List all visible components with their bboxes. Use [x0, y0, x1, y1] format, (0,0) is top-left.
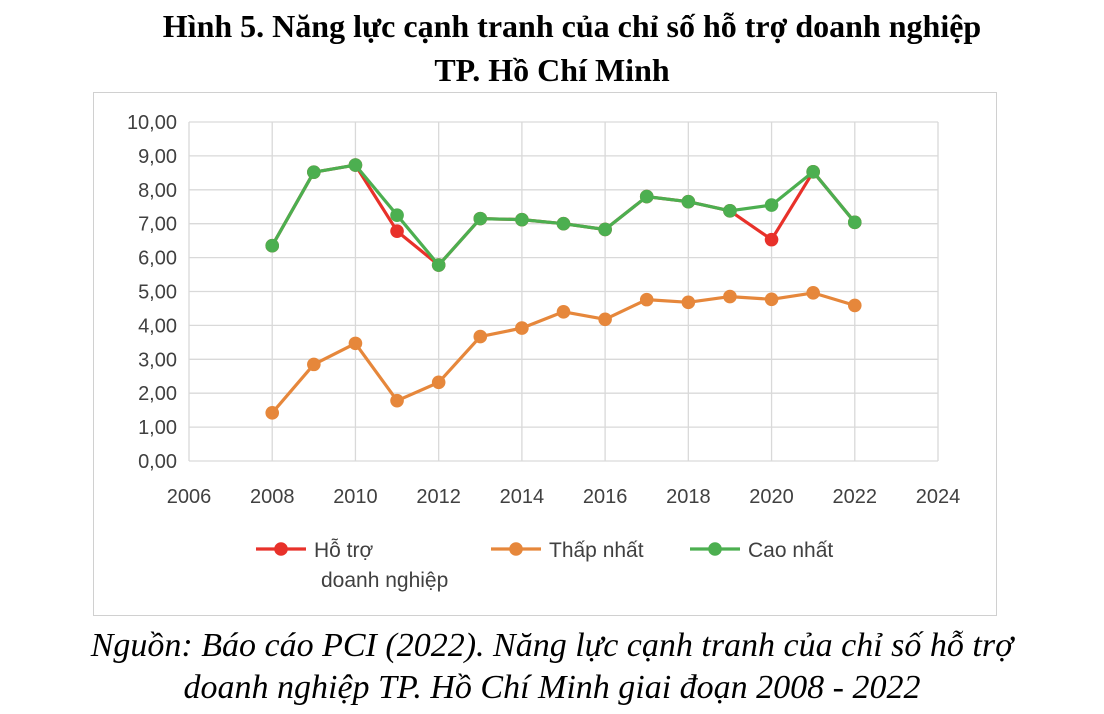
legend-label-0: doanh nghiệp [321, 569, 448, 592]
series-line-2 [270, 163, 857, 267]
series-1-point [806, 286, 820, 300]
series-2-point [806, 165, 820, 179]
chart-title-line2: TP. Hồ Chí Minh [434, 52, 670, 88]
series-2-point [681, 194, 696, 209]
series-2-point [390, 208, 404, 223]
y-tick-label: 2,00 [138, 383, 177, 405]
chart-title-line1: Hình 5. Năng lực cạnh tranh của chỉ số h… [162, 8, 982, 44]
x-tick-label: 2016 [583, 486, 628, 508]
series-2-point [431, 258, 446, 272]
series-1-point [723, 289, 737, 304]
legend-marker-2 [708, 542, 722, 556]
series-2-point [723, 204, 737, 218]
source-note-line2: doanh nghiệp TP. Hồ Chí Minh giai đoạn 2… [183, 669, 921, 706]
series-2-point [348, 158, 363, 172]
x-tick-label: 2022 [833, 486, 878, 508]
series-1-point [598, 312, 612, 327]
series-2-point [473, 211, 488, 226]
x-tick-label: 2020 [749, 486, 794, 508]
series-1-point [431, 375, 446, 390]
series-1-point [556, 305, 571, 319]
legend-label-0: Hỗ trợ [314, 539, 374, 562]
x-tick-label: 2014 [500, 486, 545, 508]
x-tick-label: 2024 [916, 486, 961, 508]
x-tick-label: 2012 [416, 486, 461, 508]
legend-marker-0 [274, 542, 288, 556]
y-tick-label: 1,00 [138, 417, 177, 439]
x-tick-label: 2018 [666, 486, 711, 508]
y-tick-label: 6,00 [138, 248, 177, 270]
series-2-point [265, 238, 280, 253]
series-2-point [639, 189, 654, 204]
source-note-line1: Nguồn: Báo cáo PCI (2022). Năng lực cạnh… [90, 627, 1014, 664]
y-tick-label: 4,00 [138, 315, 177, 337]
series-2-point [515, 212, 529, 227]
series-line-0 [270, 163, 857, 267]
y-tick-label: 5,00 [138, 282, 177, 304]
y-tick-label: 8,00 [138, 180, 177, 202]
y-tick-label: 9,00 [138, 146, 177, 168]
series-2-point [598, 222, 612, 237]
y-tick-label: 7,00 [138, 214, 177, 236]
series-1-point [639, 292, 654, 307]
legend-marker-1 [509, 542, 523, 556]
series-0-point [390, 224, 404, 238]
series-2-point [764, 198, 779, 212]
series-1-point [764, 292, 779, 307]
series-2-point [847, 215, 862, 230]
series-0-point [764, 232, 779, 247]
y-tick-label: 3,00 [138, 349, 177, 371]
y-tick-label: 0,00 [138, 451, 177, 473]
y-tick-label: 10,00 [127, 112, 177, 134]
x-tick-label: 2010 [333, 486, 378, 508]
legend-label-2: Cao nhất [748, 539, 833, 562]
chart-frame [93, 92, 997, 616]
series-1-point [473, 329, 488, 344]
series-1-point [847, 298, 862, 313]
series-2-point [556, 216, 571, 231]
series-1-point [390, 393, 404, 408]
legend-label-1: Thấp nhất [549, 539, 644, 562]
series-1-point [265, 406, 280, 420]
x-tick-label: 2006 [167, 486, 212, 508]
x-tick-label: 2008 [250, 486, 295, 508]
series-1-point [681, 295, 696, 310]
series-1-point [307, 357, 321, 372]
series-2-point [307, 165, 321, 179]
series-1-point [348, 336, 363, 351]
series-1-point [515, 321, 529, 335]
